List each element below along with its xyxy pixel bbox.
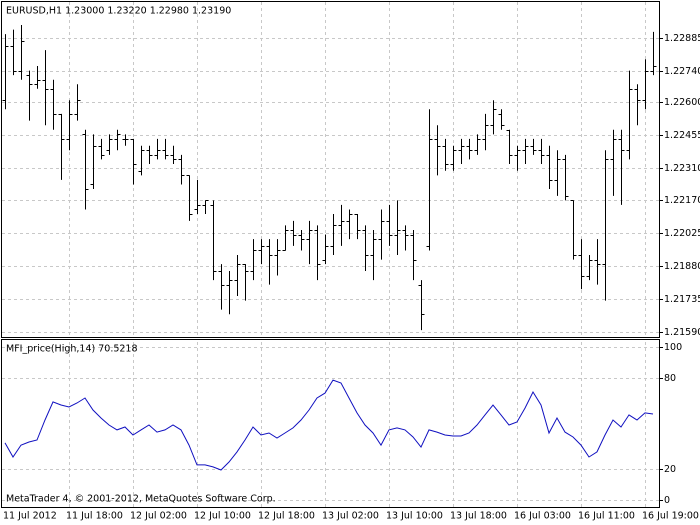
x-tick-label: 12 Jul 10:00 [194, 511, 251, 522]
y-tick-label: 100 [664, 342, 682, 353]
indicator-panel-border [1, 339, 660, 508]
chart-title: EURUSD,H1 1.23000 1.23220 1.22980 1.2319… [6, 6, 231, 17]
x-tick-label: 16 Jul 03:00 [514, 511, 571, 522]
x-tick-label: 12 Jul 18:00 [258, 511, 315, 522]
y-tick-label: 1.22885 [664, 33, 700, 44]
y-tick-label: 1.22025 [664, 228, 700, 239]
y-tick-label: 1.22740 [664, 66, 700, 77]
x-tick-label: 12 Jul 02:00 [130, 511, 187, 522]
x-tick-label: 16 Jul 11:00 [578, 511, 635, 522]
y-tick-label: 1.22600 [664, 97, 700, 108]
indicator-title: MFI_price(High,14) 70.5218 [6, 344, 138, 355]
x-tick-label: 13 Jul 02:00 [322, 511, 379, 522]
y-tick-label: 1.22310 [664, 163, 700, 174]
main-panel-border [1, 1, 660, 338]
footer: MetaTrader 4, © 2001-2012, MetaQuotes So… [6, 494, 276, 505]
y-tick-label: 1.22170 [664, 195, 700, 206]
x-tick-label: 13 Jul 10:00 [386, 511, 443, 522]
x-tick-label: 11 Jul 18:00 [66, 511, 123, 522]
y-tick-label: 0 [664, 495, 670, 506]
y-tick-label: 80 [664, 373, 676, 384]
x-tick-label: 11 Jul 2012 [3, 511, 57, 522]
grid-layer [2, 2, 660, 507]
x-tick-label: 16 Jul 19:00 [642, 511, 699, 522]
y-tick-label: 1.21735 [664, 294, 700, 305]
y-tick-label: 1.21590 [664, 327, 700, 338]
y-tick-label: 1.21880 [664, 261, 700, 272]
y-tick-label: 20 [664, 464, 676, 475]
y-tick-label: 1.22455 [664, 130, 700, 141]
indicator-line [4, 379, 654, 471]
x-tick-label: 13 Jul 18:00 [450, 511, 507, 522]
